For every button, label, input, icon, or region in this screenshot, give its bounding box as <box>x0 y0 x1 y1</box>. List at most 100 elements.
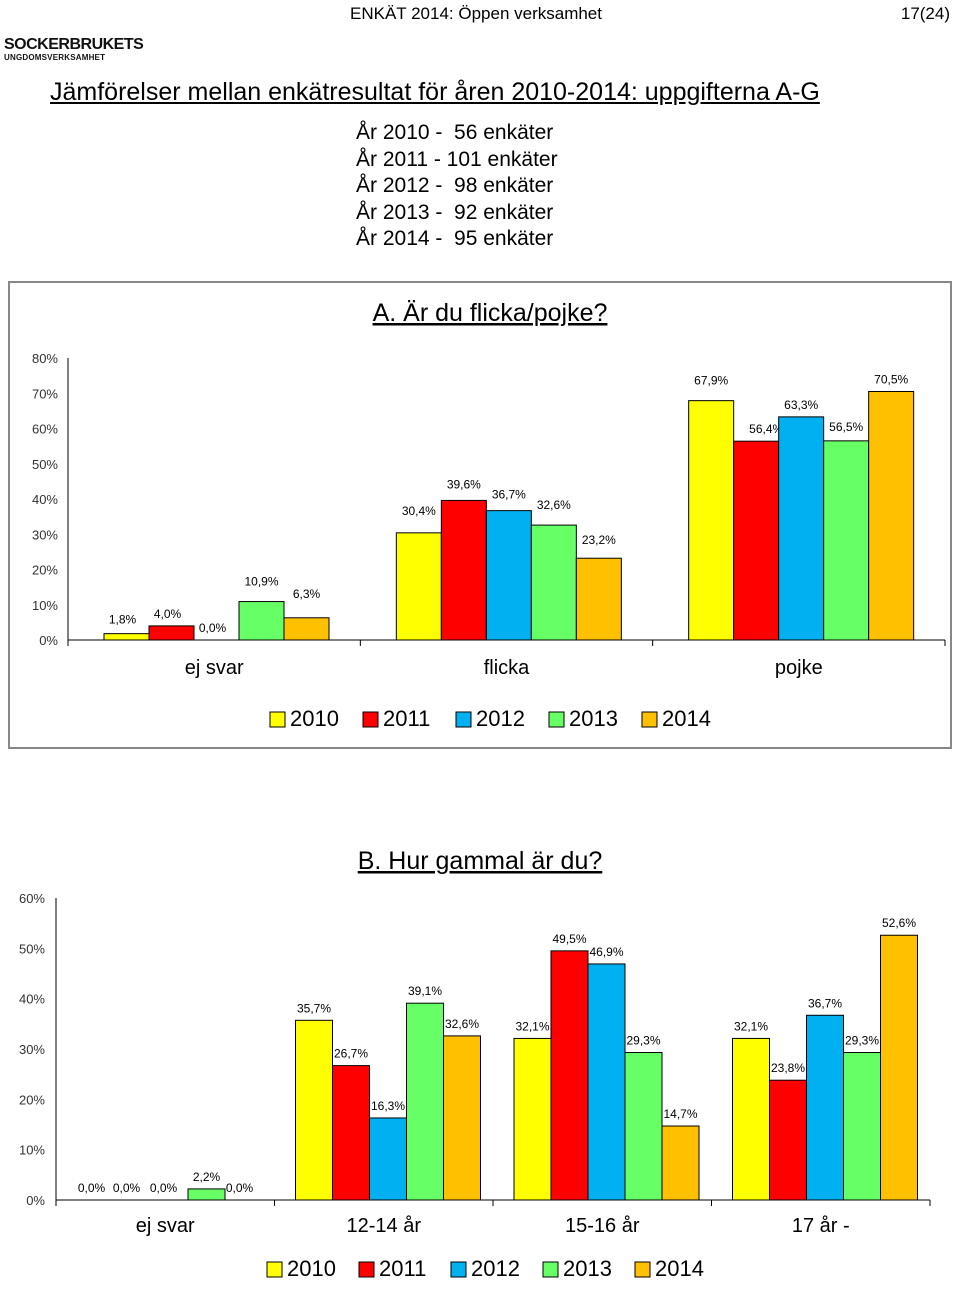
y-tick-label: 10% <box>32 598 58 613</box>
y-tick-label: 30% <box>19 1042 45 1057</box>
bar <box>443 1035 481 1201</box>
bar <box>395 532 442 641</box>
data-label: 1,8% <box>109 613 137 627</box>
data-label: 0,0% <box>150 1181 178 1195</box>
data-label: 36,7% <box>808 996 842 1010</box>
data-label: 0,0% <box>199 621 227 635</box>
legend-label: 2012 <box>476 706 525 731</box>
bar <box>187 1188 226 1201</box>
bar <box>283 617 330 641</box>
chart-a-gender: A. Är du flicka/pojke? 0% 10% 20% 30% 40% 50% 6… <box>8 281 952 749</box>
data-label: 0,0% <box>78 1181 106 1195</box>
bar <box>688 400 735 641</box>
data-label: 39,1% <box>408 984 442 998</box>
legend-swatch <box>641 711 658 728</box>
category-label: 15-16 år <box>565 1215 640 1237</box>
bar <box>575 557 622 641</box>
legend-label: 2013 <box>569 706 618 731</box>
logo-subtitle: UNGDOMSVERKSAMHET <box>4 53 106 62</box>
bar <box>661 1125 700 1201</box>
survey-counts: År 2010 - 56 enkäter År 2011 - 101 enkät… <box>356 120 558 253</box>
category-label: pojke <box>775 657 823 679</box>
data-label: 32,6% <box>537 498 571 512</box>
legend-swatch <box>358 1261 375 1278</box>
logo-name: SOCKERBRUKETS <box>4 36 144 53</box>
bar <box>369 1117 407 1201</box>
legend-label: 2011 <box>379 1256 426 1281</box>
data-label: 32,6% <box>445 1017 479 1031</box>
data-label: 14,7% <box>663 1107 697 1121</box>
data-label: 39,6% <box>447 477 481 491</box>
bar <box>530 524 577 641</box>
y-tick-label: 20% <box>19 1092 45 1107</box>
legend-swatch <box>548 711 565 728</box>
survey-count-line: År 2011 - 101 enkäter <box>356 147 558 171</box>
legend-label: 2010 <box>290 706 339 731</box>
page-number: 17(24) <box>900 4 950 23</box>
data-label: 26,7% <box>334 1047 368 1061</box>
bar <box>440 499 487 641</box>
survey-count-line: År 2014 - 95 enkäter <box>356 227 554 250</box>
sockerbruket-logo: SOCKERBRUKETS UNGDOMSVERKSAMHET <box>4 36 144 65</box>
bar <box>843 1052 881 1201</box>
data-label: 16,3% <box>371 1099 405 1113</box>
legend-label: 2014 <box>655 1256 704 1281</box>
y-tick-label: 20% <box>32 563 58 578</box>
legend-swatch <box>266 1261 283 1278</box>
y-tick-label: 60% <box>32 422 58 437</box>
legend-swatch <box>634 1261 651 1278</box>
legend-swatch <box>450 1261 467 1278</box>
data-label: 0,0% <box>113 1181 141 1195</box>
category-label: 17 år - <box>792 1215 850 1237</box>
data-label: 70,5% <box>874 372 908 386</box>
bar <box>295 1019 333 1201</box>
bar <box>733 440 780 641</box>
data-label: 32,1% <box>734 1019 768 1033</box>
bar <box>624 1052 663 1201</box>
data-label: 29,3% <box>626 1034 660 1048</box>
data-label: 23,8% <box>771 1061 805 1075</box>
y-tick-label: 0% <box>26 1193 45 1208</box>
data-label: 49,5% <box>552 932 586 946</box>
legend-label: 2013 <box>563 1256 612 1281</box>
data-label: 4,0% <box>154 607 182 621</box>
category-label: flicka <box>484 657 530 679</box>
legend-swatch <box>362 711 379 728</box>
data-label: 32,1% <box>515 1019 549 1033</box>
survey-count-line: År 2012 - 98 enkäter <box>356 174 554 197</box>
legend-swatch <box>455 711 472 728</box>
bar <box>769 1079 807 1201</box>
data-label: 46,9% <box>589 945 623 959</box>
data-label: 56,4% <box>749 422 783 436</box>
data-label: 6,3% <box>293 587 321 601</box>
bar <box>148 625 195 641</box>
y-tick-label: 60% <box>19 891 45 906</box>
bar <box>587 963 626 1201</box>
y-tick-label: 0% <box>39 633 58 648</box>
data-label: 35,7% <box>297 1001 331 1015</box>
data-label: 29,3% <box>845 1034 879 1048</box>
bar <box>806 1014 844 1201</box>
chart-title: A. Är du flicka/pojke? <box>373 299 608 327</box>
bar <box>732 1037 770 1201</box>
legend-swatch <box>269 711 286 728</box>
bar <box>238 601 285 641</box>
legend-label: 2012 <box>471 1256 520 1281</box>
data-label: 52,6% <box>882 916 916 930</box>
bar <box>868 390 915 641</box>
data-label: 36,7% <box>492 488 526 502</box>
page-title: Jämförelser mellan enkätresultat för åre… <box>50 78 820 106</box>
legend-label: 2011 <box>383 706 430 731</box>
data-label: 67,9% <box>694 374 728 388</box>
legend-label: 2014 <box>662 706 711 731</box>
category-label: ej svar <box>185 657 244 679</box>
legend-swatch <box>542 1261 559 1278</box>
survey-count-line: År 2010 - 56 enkäter <box>356 121 554 144</box>
survey-count-line: År 2013 - 92 enkäter <box>356 200 554 224</box>
y-tick-label: 50% <box>32 457 58 472</box>
bar <box>485 510 532 641</box>
y-tick-label: 70% <box>32 386 58 401</box>
legend-label: 2010 <box>287 1256 336 1281</box>
y-tick-label: 40% <box>19 992 45 1007</box>
